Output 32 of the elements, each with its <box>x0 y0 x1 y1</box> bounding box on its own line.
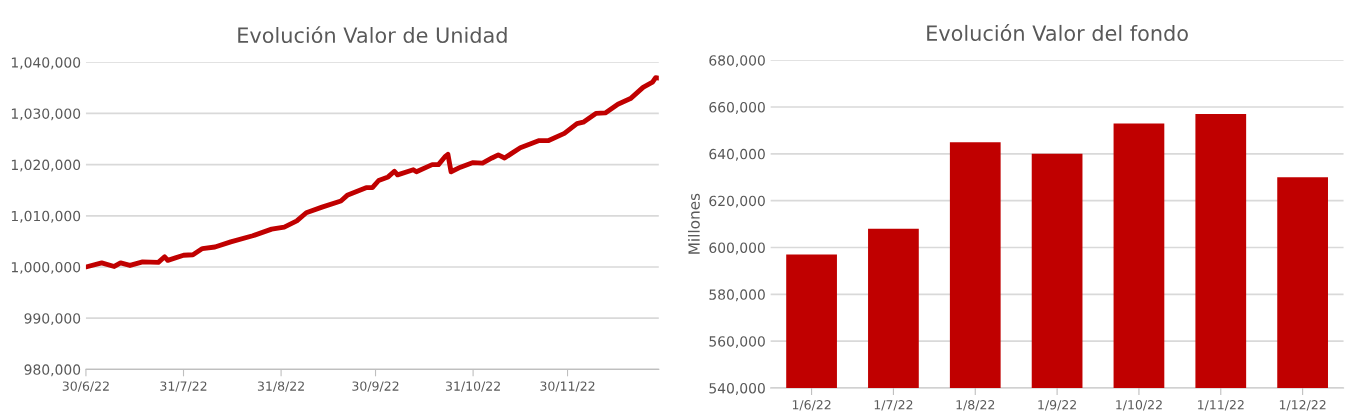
x-tick-label: 1/12/22 <box>1279 400 1326 411</box>
y-tick-label: 680,000 <box>709 55 765 68</box>
x-tick-label: 1/8/22 <box>956 400 995 411</box>
y-tick-label: 980,000 <box>24 364 81 377</box>
y-tick-label: 1,000,000 <box>11 261 81 274</box>
x-tick-label: 1/11/22 <box>1198 400 1244 411</box>
x-tick-label: 31/8/22 <box>257 381 304 392</box>
line-series <box>85 75 659 270</box>
y-tick-label: 560,000 <box>709 336 765 349</box>
y-axis-title: Millones <box>688 193 700 254</box>
y-tick-label: 1,030,000 <box>11 108 81 121</box>
y-tick-label: 640,000 <box>709 148 765 161</box>
x-tick-label: 1/6/22 <box>792 400 831 411</box>
y-tick-label: 1,020,000 <box>11 159 81 172</box>
chart-title: Evolución Valor de Unidad <box>238 26 507 44</box>
y-tick-label: 580,000 <box>709 289 765 302</box>
x-tick-label: 30/9/22 <box>352 381 399 392</box>
x-tick-label: 31/10/22 <box>445 381 500 392</box>
y-tick-label: 1,040,000 <box>11 57 81 70</box>
x-tick-label: 30/6/22 <box>62 381 109 392</box>
y-tick-label: 620,000 <box>709 195 765 208</box>
x-tick-label: 31/7/22 <box>160 381 207 392</box>
x-tick-label: 1/9/22 <box>1038 400 1076 411</box>
x-tick-label: 30/11/22 <box>540 381 595 392</box>
y-tick-label: 600,000 <box>709 242 765 255</box>
chart-title: Evolución Valor del fondo <box>927 24 1188 42</box>
x-tick-label: 1/7/22 <box>874 400 913 411</box>
y-tick-label: 540,000 <box>709 382 765 395</box>
y-tick-label: 990,000 <box>24 313 81 326</box>
y-tick-label: 660,000 <box>709 101 765 114</box>
y-tick-label: 1,010,000 <box>11 210 81 223</box>
x-tick-label: 1/10/22 <box>1116 400 1162 411</box>
